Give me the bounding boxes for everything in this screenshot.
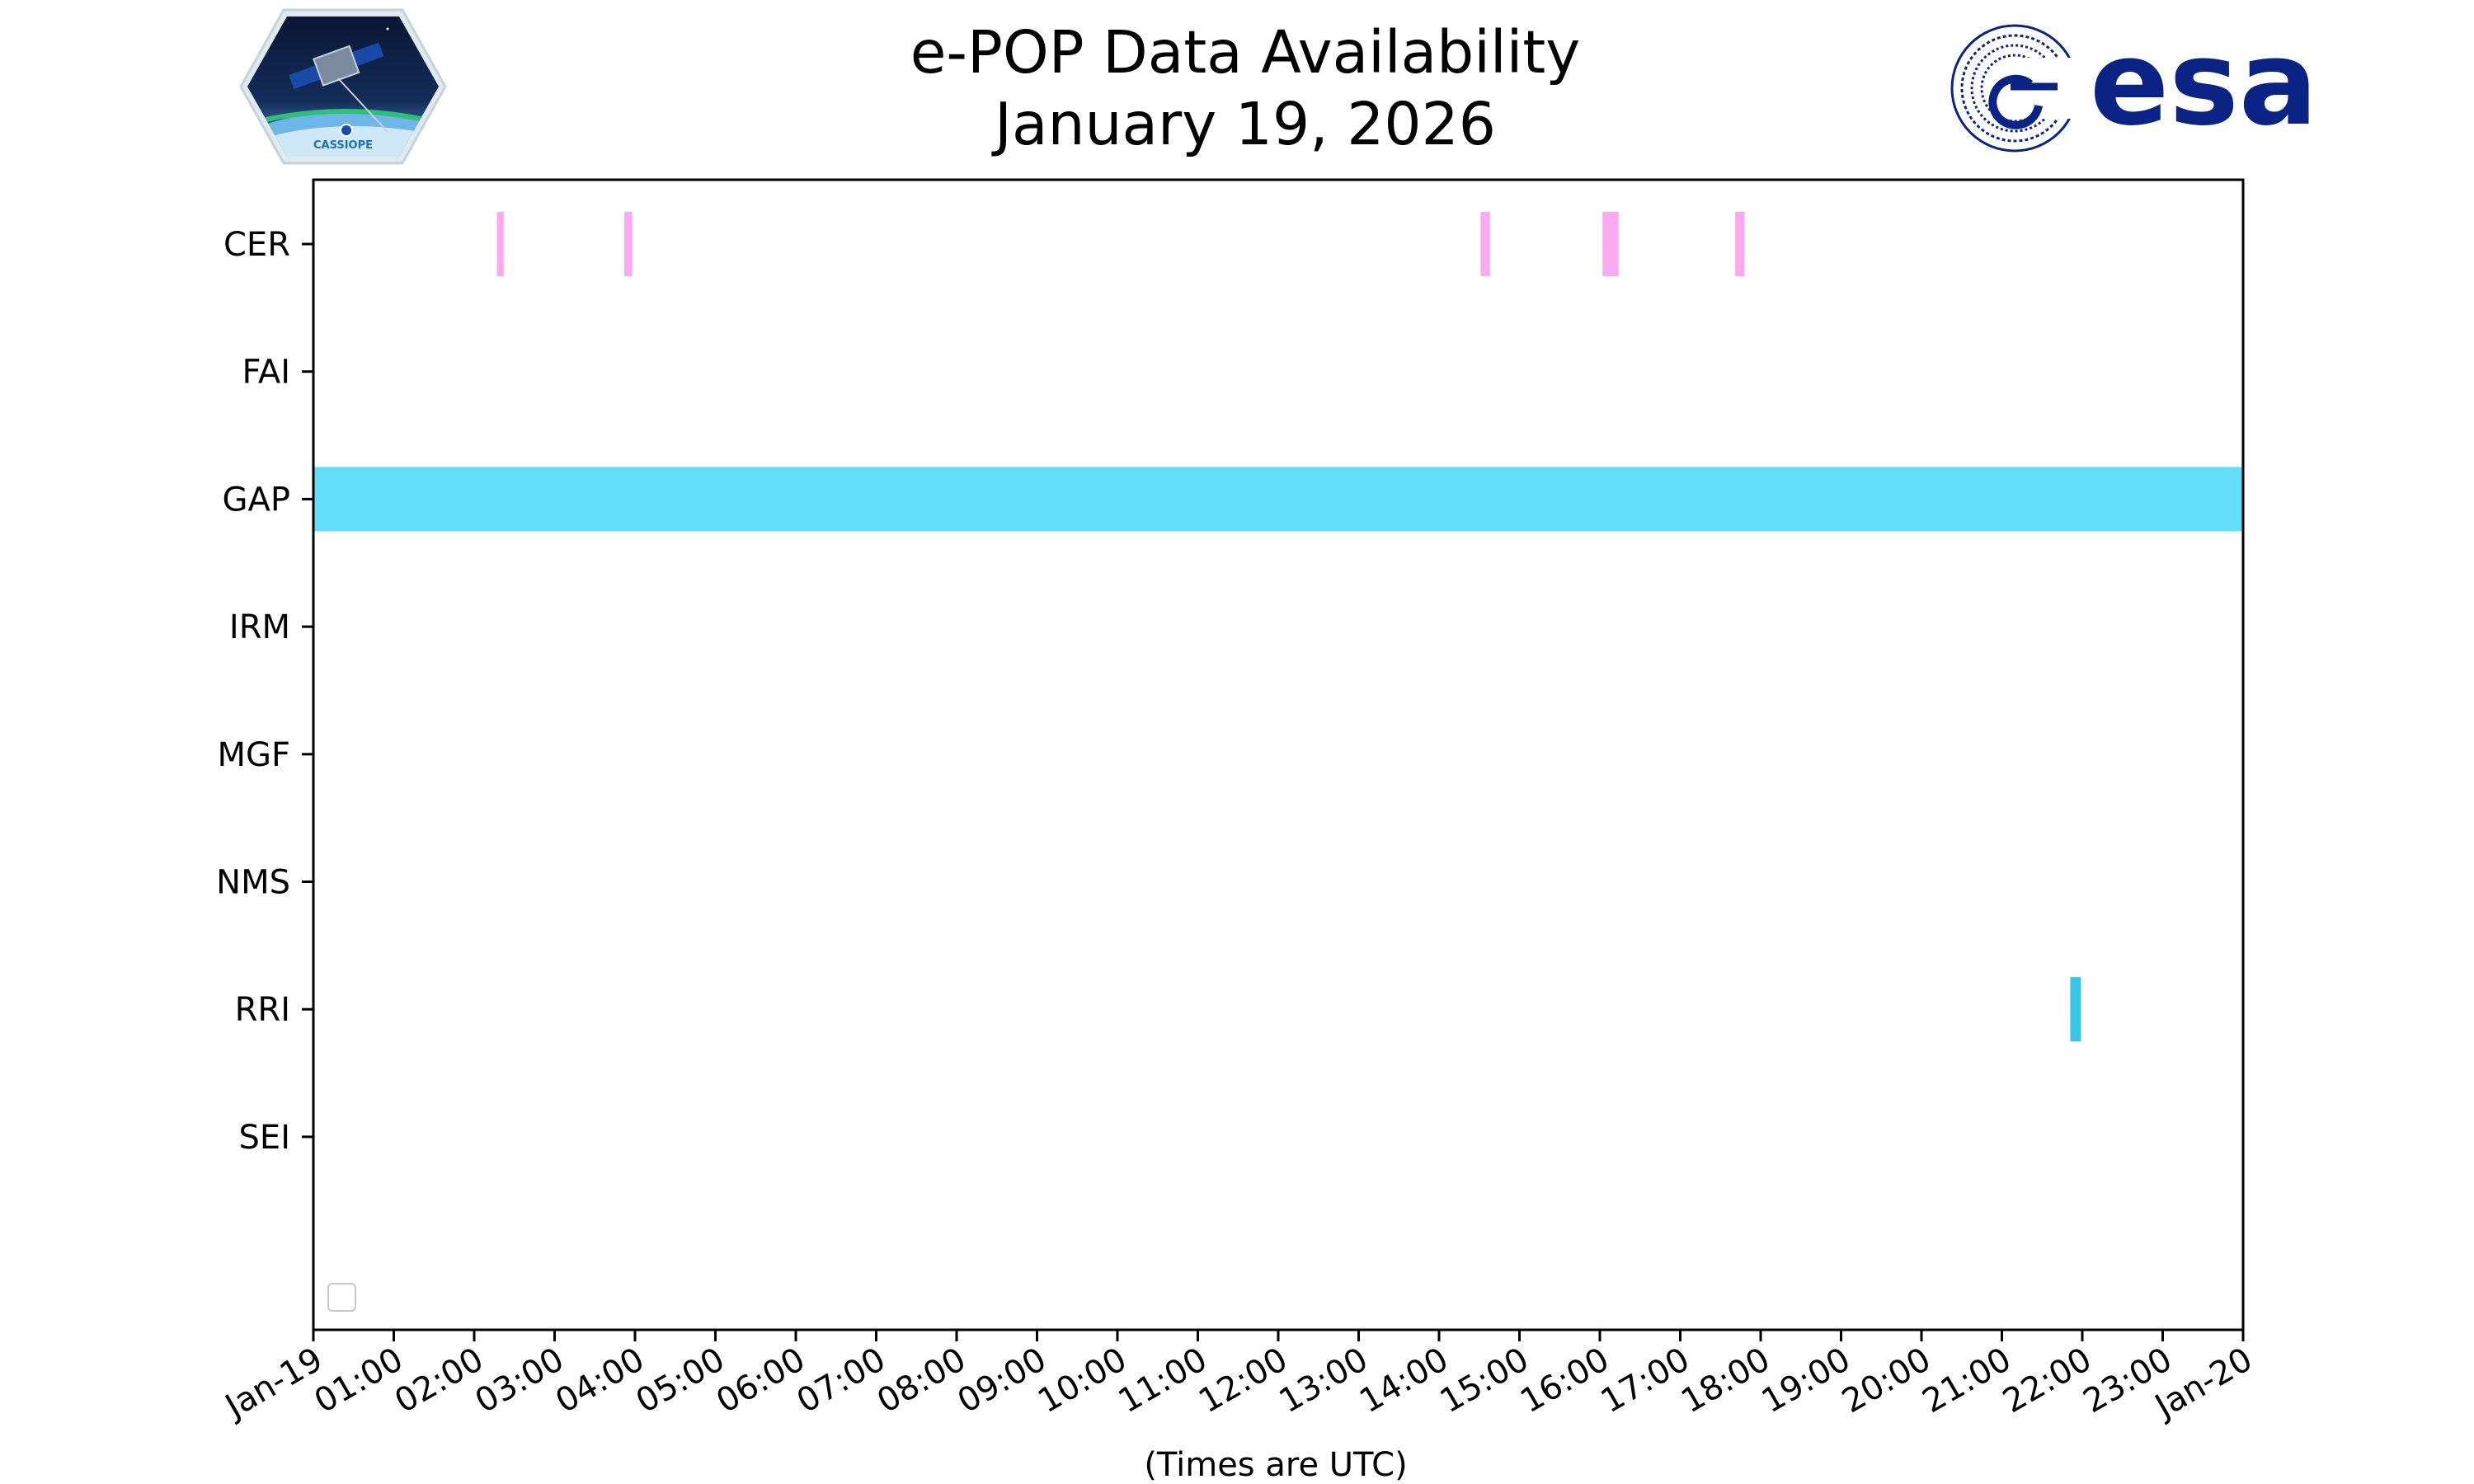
x-axis: Jan-1901:0002:0003:0004:0005:0006:0007:0… xyxy=(217,1330,2259,1427)
x-tick-label: 20:00 xyxy=(1836,1341,1937,1421)
y-tick-label: FAI xyxy=(242,354,291,392)
plot-frame xyxy=(312,178,2245,1331)
x-axis-label: (Times are UTC) xyxy=(1144,1446,1407,1484)
interval-bar-cer xyxy=(1480,212,1490,276)
x-tick-label: 05:00 xyxy=(630,1341,731,1421)
y-tick-label: IRM xyxy=(229,608,290,646)
x-tick-label: 10:00 xyxy=(1032,1341,1133,1421)
x-tick-label: 17:00 xyxy=(1595,1341,1696,1421)
interval-bar-cer xyxy=(1735,212,1745,276)
interval-bars xyxy=(313,212,2243,1042)
y-axis: CER FAI GAP IRM MGF NMS RRI SEI xyxy=(216,226,313,1157)
x-tick-label: 04:00 xyxy=(549,1341,651,1421)
esa-logo: esa xyxy=(1950,16,2318,153)
x-tick-label: 01:00 xyxy=(308,1341,410,1421)
chart-subtitle: January 19, 2026 xyxy=(991,90,1496,158)
interval-bar-cer xyxy=(624,212,633,276)
x-tick-label: 02:00 xyxy=(388,1341,490,1421)
esa-logo-text: esa xyxy=(2090,16,2318,152)
x-tick-label: 06:00 xyxy=(710,1341,811,1421)
x-tick-label: 03:00 xyxy=(469,1341,571,1421)
esa-logo-emblem xyxy=(1950,24,2081,153)
interval-bar-gap xyxy=(313,467,2243,532)
x-tick-label: 16:00 xyxy=(1514,1341,1616,1421)
cassiope-logo: CASSIOPE xyxy=(239,8,447,165)
x-tick-label: 22:00 xyxy=(1997,1341,2098,1421)
x-tick-label: 12:00 xyxy=(1192,1341,1294,1421)
y-tick-label: RRI xyxy=(235,991,290,1029)
chart-title: e-POP Data Availability xyxy=(910,18,1580,87)
x-tick-label: 11:00 xyxy=(1112,1341,1214,1421)
x-tick-label: Jan-19 xyxy=(217,1341,329,1427)
y-tick-label: MGF xyxy=(217,736,290,774)
interval-bar-cer xyxy=(496,212,504,276)
x-tick-label: 14:00 xyxy=(1353,1341,1455,1421)
x-tick-label: 07:00 xyxy=(791,1341,892,1421)
x-tick-label: 15:00 xyxy=(1434,1341,1536,1421)
y-tick-label: NMS xyxy=(216,864,290,902)
cassiope-logo-text: CASSIOPE xyxy=(313,139,373,152)
x-tick-label: 08:00 xyxy=(871,1341,972,1421)
interval-bar-rri xyxy=(2070,977,2081,1042)
y-tick-label: SEI xyxy=(239,1119,290,1157)
y-tick-label: GAP xyxy=(223,481,290,519)
x-tick-label: 13:00 xyxy=(1273,1341,1375,1421)
interval-bar-cer xyxy=(1602,212,1619,276)
legend-box xyxy=(327,1283,356,1312)
x-tick-label: 21:00 xyxy=(1917,1341,2018,1421)
x-tick-label: 09:00 xyxy=(952,1341,1053,1421)
x-tick-label: 18:00 xyxy=(1675,1341,1776,1421)
y-tick-label: CER xyxy=(223,226,290,264)
x-tick-label: 19:00 xyxy=(1756,1341,1857,1421)
